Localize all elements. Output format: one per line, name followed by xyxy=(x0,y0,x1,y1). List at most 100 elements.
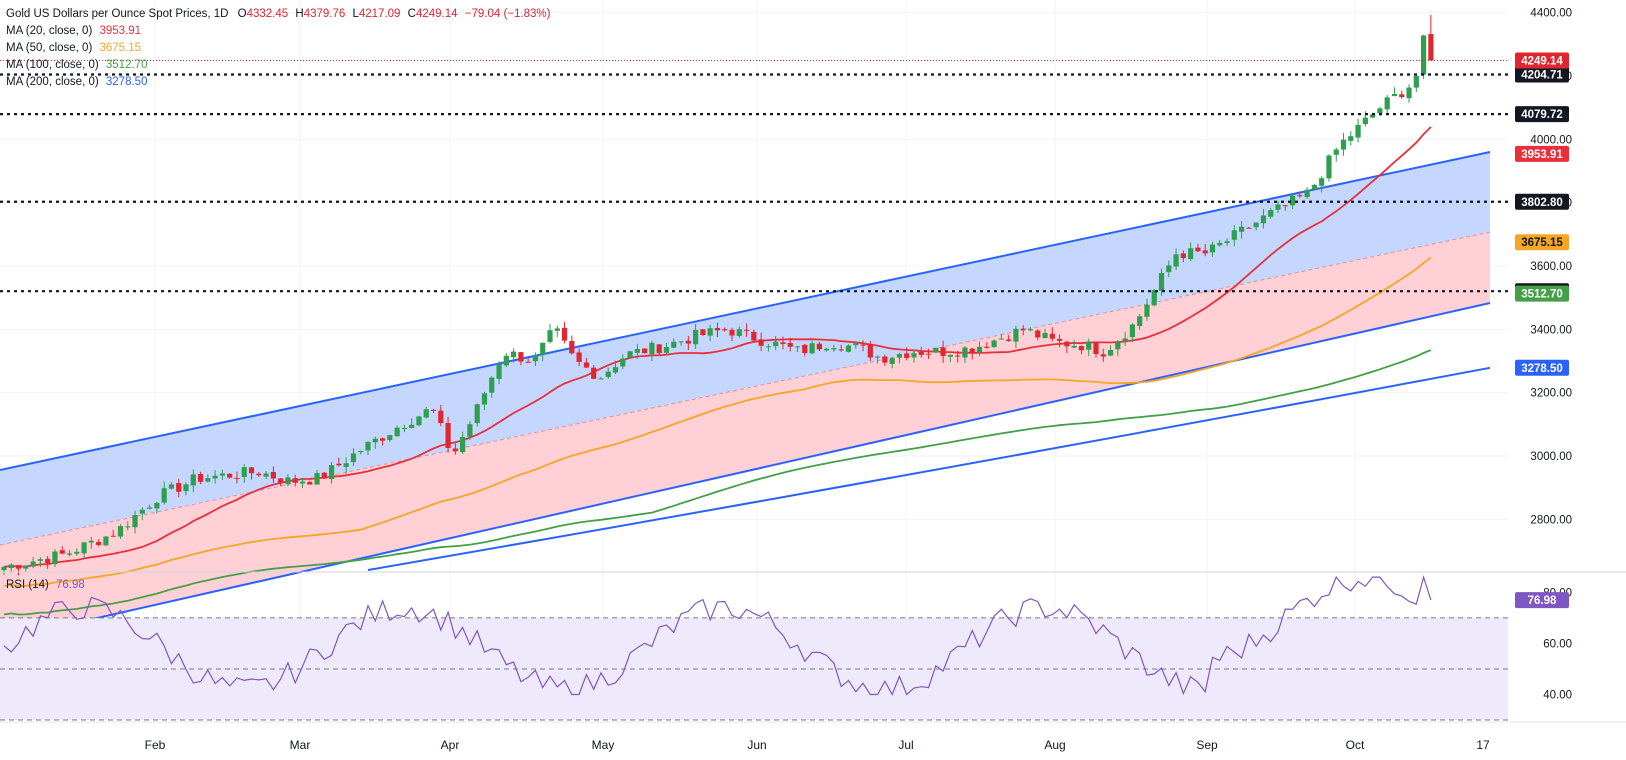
ma20-label: MA (20, close, 0) xyxy=(6,25,93,37)
rsi-tick-label: 60.00 xyxy=(1543,638,1572,650)
candle-body xyxy=(962,347,968,358)
candle-body xyxy=(489,377,495,393)
ma20-value: 3953.91 xyxy=(99,25,142,37)
candle-body xyxy=(234,478,240,480)
candle-body xyxy=(991,340,997,348)
close-value: 4249.14 xyxy=(415,8,458,20)
candle-body xyxy=(714,327,721,331)
candle-body xyxy=(474,404,480,424)
candle-body xyxy=(1319,178,1325,186)
candle-body xyxy=(23,565,29,569)
ma-price-tag-bg xyxy=(1515,145,1569,162)
time-tick-label: Aug xyxy=(1044,738,1065,752)
ma100-legend[interactable]: MA (100, close, 0) 3512.70 xyxy=(6,57,550,74)
candle-body xyxy=(1122,338,1128,342)
candle-body xyxy=(1362,117,1368,125)
candle-body xyxy=(1370,114,1376,118)
ma100-line xyxy=(3,349,1432,616)
candle-body xyxy=(1195,247,1201,252)
level-price-tag: 4079.72 xyxy=(1521,109,1563,121)
candle-body xyxy=(707,328,713,336)
high-label: H xyxy=(295,8,304,20)
candle-body xyxy=(103,536,109,546)
candle-body xyxy=(540,342,546,355)
rsi-value-tag-bg xyxy=(1515,592,1569,609)
time-tick-label: Apr xyxy=(441,738,460,752)
candle-body xyxy=(583,362,589,368)
candle-body xyxy=(1107,350,1114,356)
candle-body xyxy=(1428,34,1434,61)
candle-body xyxy=(1180,253,1186,259)
price-tick-label: 3400.00 xyxy=(1530,324,1572,336)
level-price-tag: 3802.80 xyxy=(1521,197,1563,209)
candle-body xyxy=(605,371,611,377)
candle-body xyxy=(299,481,306,484)
candle-body xyxy=(591,367,597,379)
candle-body xyxy=(620,358,626,367)
candle-body xyxy=(838,349,844,351)
channel-mid-line xyxy=(0,231,1491,546)
rsi-legend[interactable]: RSI (14) 76.98 xyxy=(6,579,85,591)
candle-body xyxy=(947,354,953,357)
candle-body xyxy=(452,448,458,452)
low-value: 4217.09 xyxy=(358,8,401,20)
ma50-value: 3675.15 xyxy=(99,42,142,54)
rsi-line xyxy=(3,574,1432,696)
candle-body xyxy=(30,561,36,567)
candle-body xyxy=(125,526,131,528)
candle-body xyxy=(1064,341,1070,347)
candle-body xyxy=(197,474,204,482)
candle-body xyxy=(256,473,262,476)
candle-body xyxy=(758,339,764,346)
time-tick-label: May xyxy=(592,738,615,752)
candle-body xyxy=(780,342,786,345)
last-price-tag: 4249.14 xyxy=(1521,55,1563,67)
candle-body xyxy=(183,484,189,492)
candle-body xyxy=(1086,341,1092,350)
candle-body xyxy=(59,550,65,554)
ma-price-tag: 3512.70 xyxy=(1521,289,1563,301)
candles xyxy=(1,14,1434,576)
candle-body xyxy=(1304,189,1310,198)
channel-upper-line xyxy=(0,151,1491,471)
close-label: C xyxy=(407,8,416,20)
candle-body xyxy=(336,463,342,466)
candle-body xyxy=(1268,210,1274,217)
candle-body xyxy=(176,483,182,492)
ma50-legend[interactable]: MA (50, close, 0) 3675.15 xyxy=(6,40,550,57)
candle-body xyxy=(379,438,386,441)
candle-body xyxy=(227,473,233,478)
ma100-value: 3512.70 xyxy=(105,59,148,71)
candle-body xyxy=(998,338,1004,340)
candle-body xyxy=(1166,265,1172,273)
candle-body xyxy=(1326,155,1332,179)
candle-body xyxy=(867,343,873,358)
candle-body xyxy=(736,329,742,336)
candle-body xyxy=(96,542,102,545)
ma20-legend[interactable]: MA (20, close, 0) 3953.91 xyxy=(6,23,550,40)
candle-body xyxy=(1071,345,1077,348)
candle-body xyxy=(889,358,895,364)
candle-body xyxy=(147,507,153,509)
candle-body xyxy=(1246,227,1252,229)
candle-body xyxy=(642,348,648,354)
ma200-legend[interactable]: MA (200, close, 0) 3278.50 xyxy=(6,74,550,91)
candle-body xyxy=(1115,341,1121,350)
candle-body xyxy=(831,348,837,350)
candle-body xyxy=(248,467,255,474)
rsi-band xyxy=(0,617,1508,720)
price-tick-label: 4400.00 xyxy=(1530,8,1572,20)
rsi-tick-label: 40.00 xyxy=(1543,689,1572,701)
ma-price-tag: 3278.50 xyxy=(1521,363,1563,375)
candle-body xyxy=(460,437,466,453)
candle-body xyxy=(52,551,58,565)
candle-body xyxy=(787,342,793,347)
candle-body xyxy=(1239,226,1245,232)
candle-body xyxy=(685,340,691,344)
candle-body xyxy=(292,478,298,483)
candle-body xyxy=(547,330,553,342)
ma-price-tag-bg xyxy=(1515,285,1569,302)
candle-body xyxy=(161,488,167,503)
